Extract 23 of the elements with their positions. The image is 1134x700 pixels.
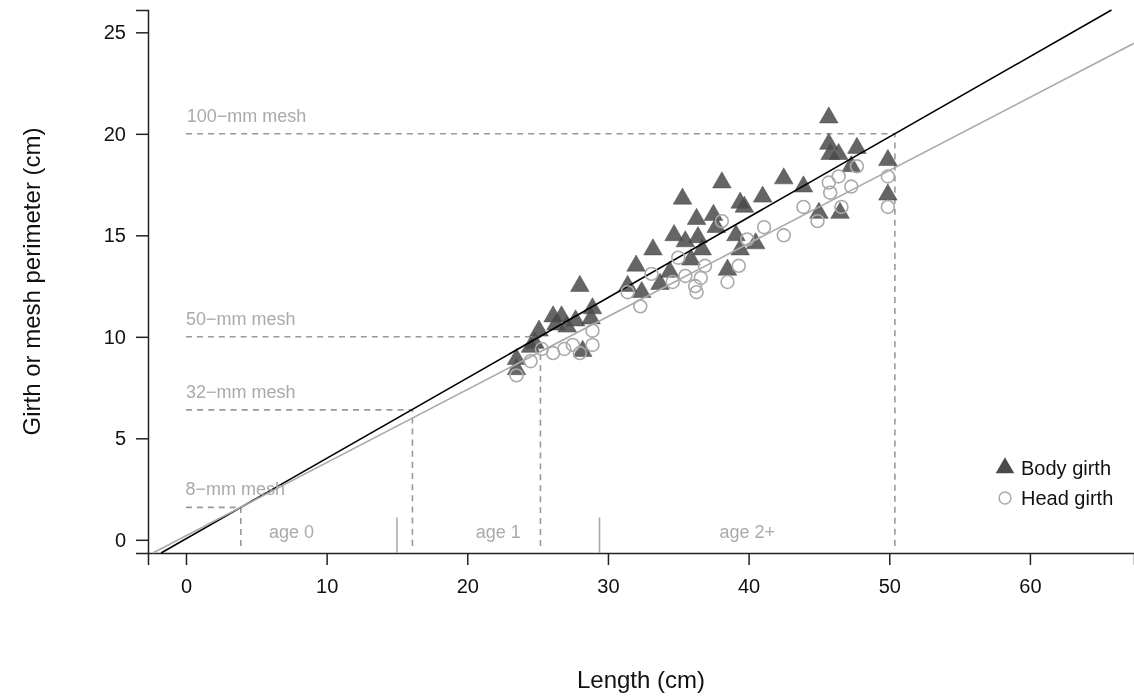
y-axis-title: Girth or mesh perimeter (cm): [18, 127, 45, 436]
annotation: age 1: [475, 521, 521, 542]
x-tick-label: 0: [180, 575, 193, 598]
legend-label: Head girth: [1021, 487, 1114, 509]
x-tick-label: 30: [597, 575, 620, 598]
x-axis-title: Length (cm): [576, 666, 706, 693]
annotation: age 2+: [719, 521, 775, 542]
x-tick-label: 60: [1019, 575, 1042, 598]
y-tick-label: 5: [114, 427, 126, 450]
x-tick-label: 50: [878, 575, 901, 598]
y-tick-label: 10: [103, 325, 126, 348]
x-tick-label: 10: [316, 575, 339, 598]
annotation: 50−mm mesh: [186, 308, 296, 329]
x-tick-label: 20: [456, 575, 479, 598]
y-tick-label: 25: [103, 21, 126, 44]
legend-label: Body girth: [1021, 457, 1112, 479]
y-tick-label: 0: [114, 528, 126, 551]
y-tick-label: 15: [103, 224, 126, 247]
x-tick-label: 40: [737, 575, 761, 598]
annotation: 32−mm mesh: [186, 381, 296, 402]
annotation: 100−mm mesh: [186, 105, 307, 126]
annotation: age 0: [268, 521, 314, 542]
y-tick-label: 20: [103, 122, 126, 145]
